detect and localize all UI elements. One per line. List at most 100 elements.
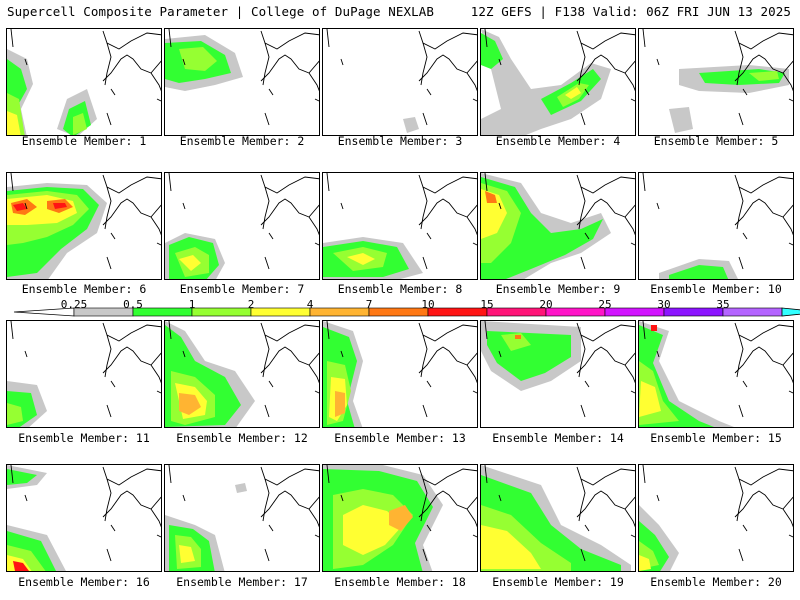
legend-tick-label: 15 (480, 298, 494, 311)
great-lakes-outline (742, 88, 748, 96)
great-lakes-outline (156, 534, 161, 538)
great-lakes-outline (788, 390, 793, 394)
great-lakes-outline (656, 58, 660, 66)
scp-contour (7, 59, 91, 135)
great-lakes-outline (10, 29, 14, 48)
great-lakes-outline (106, 256, 112, 270)
great-lakes-outline (326, 321, 330, 340)
great-lakes-outline (110, 380, 116, 388)
great-lakes-outline (578, 334, 586, 378)
great-lakes-outline (104, 42, 112, 86)
great-lakes-outline (168, 321, 172, 340)
legend-tick-label: 1 (188, 298, 196, 311)
great-lakes-outline (656, 494, 660, 502)
great-lakes-outline (418, 30, 477, 82)
great-lakes-outline (150, 216, 161, 236)
great-lakes-outline (418, 174, 477, 226)
great-lakes-outline (106, 404, 112, 418)
great-lakes-outline (734, 30, 793, 82)
great-lakes-outline (262, 478, 270, 522)
member-label: Ensemble Member: 14 (492, 431, 624, 445)
great-lakes-outline (110, 524, 116, 532)
member-label: Ensemble Member: 3 (337, 134, 463, 148)
great-lakes-outline (576, 466, 635, 518)
great-lakes-outline (736, 334, 744, 378)
ensemble-map-9 (480, 172, 636, 280)
great-lakes-outline (472, 534, 477, 538)
great-lakes-outline (742, 232, 748, 240)
great-lakes-outline (264, 548, 270, 562)
great-lakes-outline (782, 216, 793, 236)
great-lakes-outline (326, 173, 330, 192)
great-lakes-outline (484, 321, 488, 340)
great-lakes-outline (426, 88, 432, 96)
great-lakes-outline (472, 390, 477, 394)
member-label: Ensemble Member: 2 (179, 134, 305, 148)
great-lakes-outline (788, 242, 793, 246)
great-lakes-outline (736, 186, 744, 230)
great-lakes-outline (314, 98, 319, 102)
great-lakes-outline (734, 174, 793, 226)
great-lakes-outline (104, 478, 112, 522)
legend-tick-label: 0.25 (60, 298, 88, 311)
great-lakes-outline (340, 350, 344, 358)
great-lakes-outline (264, 256, 270, 270)
great-lakes-outline (630, 534, 635, 538)
great-lakes-outline (466, 508, 477, 528)
great-lakes-outline (262, 42, 270, 86)
great-lakes-outline (10, 465, 14, 484)
great-lakes-outline (168, 465, 172, 484)
great-lakes-outline (472, 242, 477, 246)
legend-tick-label: 10 (421, 298, 435, 311)
member-label: Ensemble Member: 11 (18, 431, 150, 445)
legend-tick-label: 20 (539, 298, 553, 311)
great-lakes-outline (584, 232, 590, 240)
great-lakes-outline (150, 508, 161, 528)
great-lakes-outline (262, 186, 270, 230)
legend-tick-label: 30 (657, 298, 671, 311)
great-lakes-outline (168, 173, 172, 192)
great-lakes-outline (264, 404, 270, 418)
scp-contour (7, 111, 21, 135)
great-lakes-outline (578, 186, 586, 230)
great-lakes-outline (656, 202, 660, 210)
ensemble-map-19 (480, 464, 636, 572)
legend-tick-label: 35 (716, 298, 730, 311)
scp-contour (13, 203, 67, 211)
great-lakes-outline (182, 58, 186, 66)
great-lakes-outline (580, 548, 586, 562)
great-lakes-outline (308, 216, 319, 236)
great-lakes-outline (308, 364, 319, 384)
great-lakes-outline (104, 186, 112, 230)
ensemble-map-12 (164, 320, 320, 428)
member-label: Ensemble Member: 9 (495, 282, 621, 296)
great-lakes-outline (104, 334, 112, 378)
ensemble-map-3 (322, 28, 478, 136)
scp-contour (669, 265, 729, 279)
great-lakes-outline (736, 42, 744, 86)
great-lakes-outline (264, 112, 270, 126)
scp-contour (347, 253, 375, 265)
great-lakes-outline (642, 29, 646, 48)
great-lakes-outline (102, 322, 161, 374)
great-lakes-outline (418, 466, 477, 518)
ensemble-map-2 (164, 28, 320, 136)
great-lakes-outline (340, 494, 344, 502)
scp-contour (565, 87, 581, 99)
great-lakes-outline (308, 508, 319, 528)
great-lakes-outline (268, 88, 274, 96)
great-lakes-outline (484, 465, 488, 484)
great-lakes-outline (268, 380, 274, 388)
great-lakes-outline (426, 232, 432, 240)
member-label: Ensemble Member: 18 (334, 575, 466, 589)
ensemble-map-11 (6, 320, 162, 428)
scp-contour (749, 71, 779, 81)
member-label: Ensemble Member: 1 (21, 134, 147, 148)
great-lakes-outline (268, 232, 274, 240)
scp-contour (13, 561, 29, 571)
great-lakes-outline (584, 524, 590, 532)
great-lakes-outline (110, 232, 116, 240)
member-label: Ensemble Member: 17 (176, 575, 308, 589)
scp-contour (389, 505, 413, 531)
ensemble-map-5 (638, 28, 794, 136)
